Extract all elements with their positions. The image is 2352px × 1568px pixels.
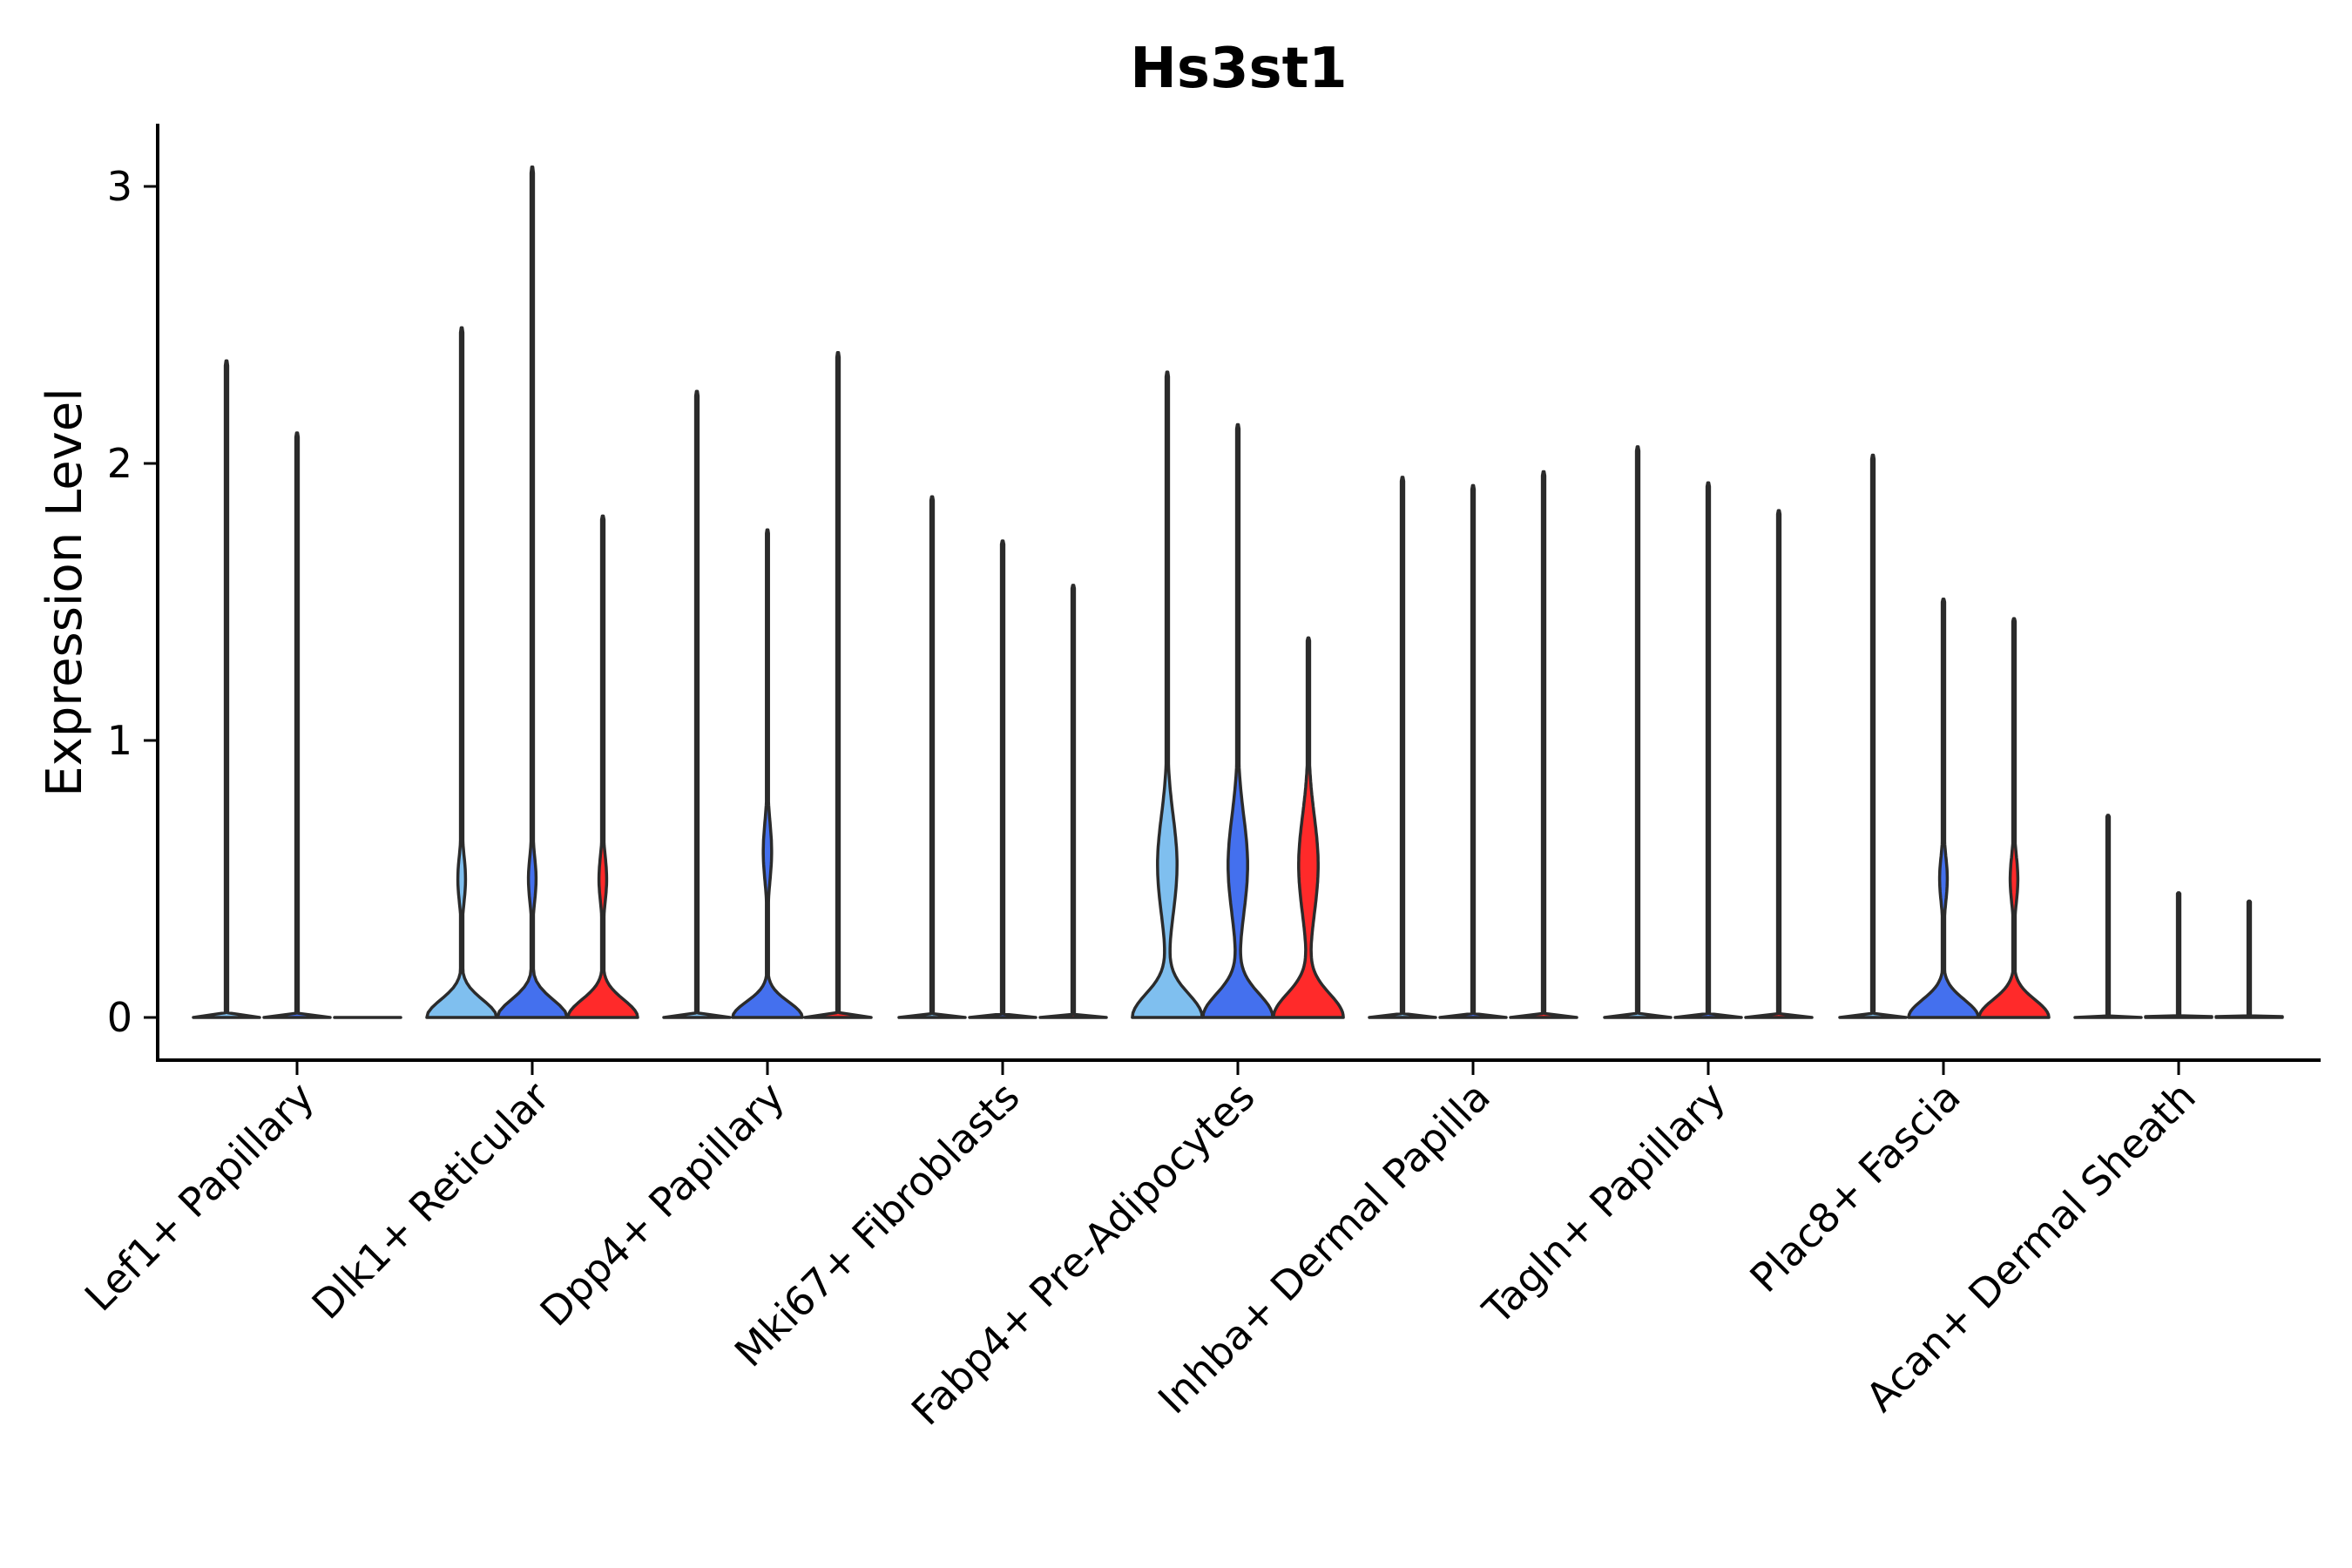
violin-6-0: [1603, 445, 1673, 1019]
violin-7-1: [1907, 598, 1980, 1019]
y-tick-label: 3: [107, 163, 132, 210]
violin-0-0: [192, 359, 261, 1019]
violin-5-2: [1509, 470, 1578, 1019]
violin-8-2: [2214, 899, 2284, 1019]
violin-3-2: [1038, 584, 1108, 1019]
violin-2-1: [731, 528, 804, 1019]
violin-7-0: [1838, 453, 1908, 1019]
violin-5-0: [1368, 476, 1437, 1019]
violin-8-1: [2144, 891, 2213, 1019]
violin-2-2: [803, 351, 873, 1019]
violin-3-1: [968, 539, 1037, 1019]
x-tick-label: Dpp4+ Papillary: [531, 1073, 794, 1335]
violin-8-0: [2073, 814, 2143, 1019]
chart-title: Hs3st1: [1130, 37, 1347, 101]
x-tick-label: Dlk1+ Reticular: [303, 1073, 558, 1328]
violin-4-2: [1272, 636, 1345, 1019]
y-tick-label: 1: [107, 717, 132, 764]
violin-4-1: [1201, 422, 1274, 1019]
violin-7-2: [1977, 617, 2051, 1019]
violin-1-2: [566, 514, 639, 1019]
violin-3-0: [897, 495, 967, 1019]
y-tick-label: 0: [107, 994, 132, 1041]
y-axis-label: Expression Level: [37, 388, 93, 797]
violin-5-1: [1438, 483, 1508, 1019]
y-tick-label: 2: [107, 440, 132, 487]
violin-1-1: [496, 165, 569, 1019]
violin-0-1: [262, 431, 332, 1019]
violin-6-2: [1744, 509, 1814, 1019]
x-tick-label: Plac8+ Fascia: [1740, 1073, 1969, 1301]
violin-6-1: [1673, 481, 1743, 1019]
x-tick-label: Tagln+ Papillary: [1473, 1073, 1734, 1335]
violin-4-0: [1131, 370, 1204, 1019]
x-tick-label: Lef1+ Papillary: [76, 1073, 323, 1321]
y-ticks: 0 1 2 3: [107, 163, 158, 1041]
violin-1-0: [425, 326, 498, 1019]
violin-2-0: [662, 389, 732, 1019]
violin-layer: [192, 165, 2284, 1019]
